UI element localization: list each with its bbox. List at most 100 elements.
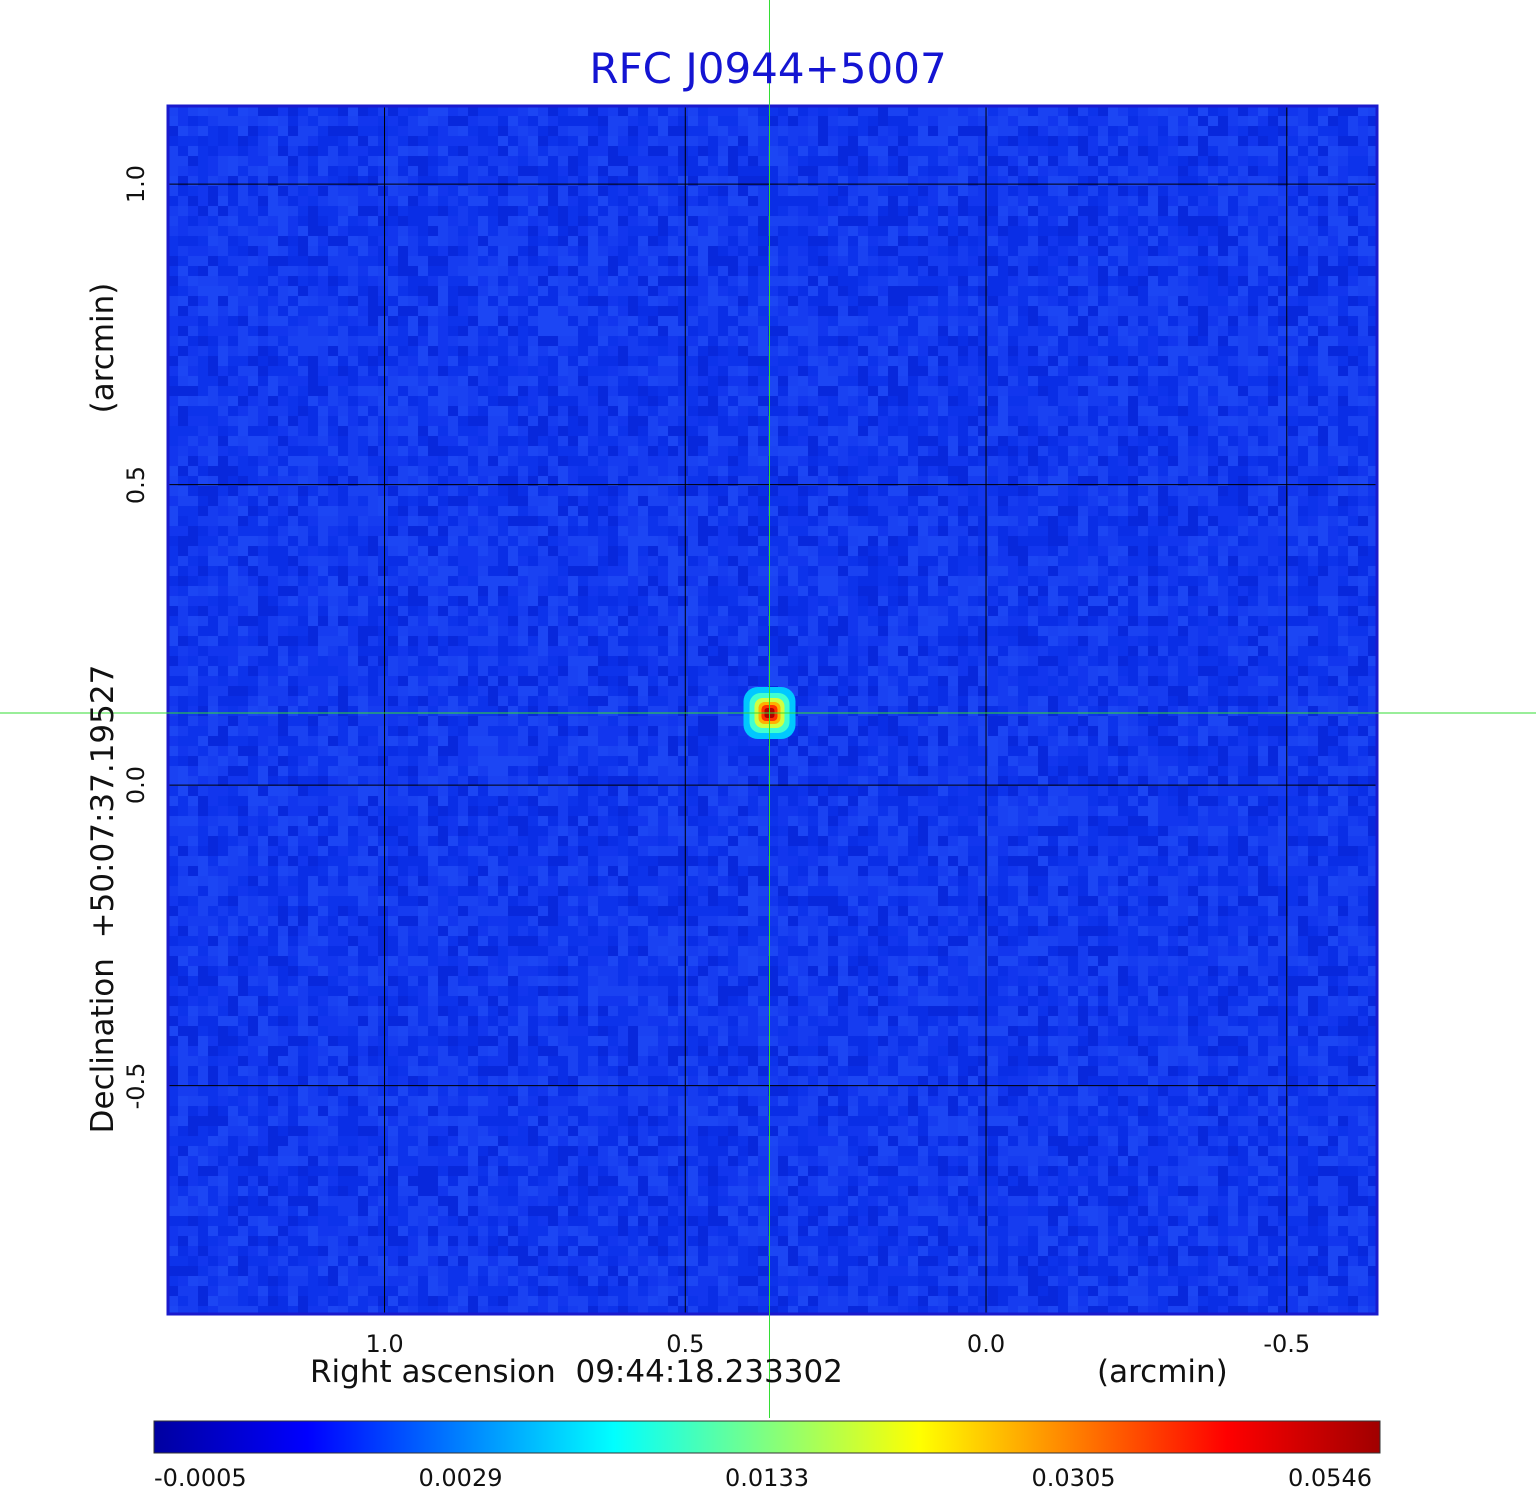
map-pixel: [1288, 266, 1298, 276]
map-pixel: [1348, 336, 1358, 346]
map-pixel: [638, 426, 648, 436]
map-pixel: [298, 166, 308, 176]
map-pixel: [1128, 396, 1138, 406]
map-pixel: [878, 136, 888, 146]
map-pixel: [358, 346, 368, 356]
map-pixel: [918, 376, 928, 386]
map-pixel: [738, 186, 748, 196]
map-pixel: [758, 306, 768, 316]
map-pixel: [488, 166, 498, 176]
map-pixel: [1118, 106, 1128, 116]
map-pixel: [718, 396, 728, 406]
map-pixel: [1308, 416, 1318, 426]
map-pixel: [308, 416, 318, 426]
map-pixel: [438, 436, 448, 446]
map-pixel: [768, 276, 778, 286]
map-pixel: [478, 396, 488, 406]
map-pixel: [948, 416, 958, 426]
map-pixel: [418, 156, 428, 166]
map-pixel: [768, 506, 778, 516]
map-pixel: [1128, 246, 1138, 256]
map-pixel: [428, 126, 438, 136]
map-pixel: [908, 336, 918, 346]
map-pixel: [188, 436, 198, 446]
map-pixel: [498, 196, 508, 206]
map-pixel: [988, 336, 998, 346]
map-pixel: [758, 486, 768, 496]
map-pixel: [668, 506, 678, 516]
map-pixel: [1258, 126, 1268, 136]
map-pixel: [1118, 366, 1128, 376]
map-pixel: [538, 266, 548, 276]
map-pixel: [1048, 286, 1058, 296]
map-pixel: [988, 466, 998, 476]
map-pixel: [1328, 106, 1338, 116]
map-pixel: [578, 426, 588, 436]
map-pixel: [348, 306, 358, 316]
map-pixel: [1228, 456, 1238, 466]
map-pixel: [358, 286, 368, 296]
map-pixel: [538, 156, 548, 166]
map-pixel: [1128, 326, 1138, 336]
map-pixel: [1058, 126, 1068, 136]
map-pixel: [928, 316, 938, 326]
map-pixel: [1358, 456, 1368, 466]
map-pixel: [378, 336, 388, 346]
map-pixel: [528, 396, 538, 406]
map-pixel: [968, 336, 978, 346]
map-pixel: [1208, 296, 1218, 306]
map-pixel: [628, 236, 638, 246]
map-pixel: [618, 486, 628, 496]
map-pixel: [378, 376, 388, 386]
map-pixel: [568, 416, 578, 426]
map-pixel: [778, 476, 788, 486]
map-pixel: [428, 196, 438, 206]
map-pixel: [718, 166, 728, 176]
map-pixel: [918, 476, 928, 486]
map-pixel: [838, 366, 848, 376]
map-pixel: [1268, 426, 1278, 436]
map-pixel: [478, 346, 488, 356]
map-pixel: [368, 446, 378, 456]
map-pixel: [658, 146, 668, 156]
map-pixel: [608, 196, 618, 206]
map-pixel: [768, 146, 778, 156]
map-pixel: [738, 246, 748, 256]
map-pixel: [318, 346, 328, 356]
map-pixel: [528, 146, 538, 156]
map-pixel: [1268, 246, 1278, 256]
map-pixel: [288, 126, 298, 136]
map-pixel: [1118, 136, 1128, 146]
map-pixel: [688, 376, 698, 386]
map-pixel: [708, 266, 718, 276]
map-pixel: [638, 106, 648, 116]
map-pixel: [918, 336, 928, 346]
map-pixel: [588, 196, 598, 206]
map-pixel: [848, 296, 858, 306]
map-pixel: [648, 226, 658, 236]
map-pixel: [1298, 166, 1308, 176]
map-pixel: [1248, 176, 1258, 186]
map-pixel: [288, 316, 298, 326]
map-pixel: [798, 296, 808, 306]
map-pixel: [1278, 436, 1288, 446]
map-pixel: [698, 346, 708, 356]
map-pixel: [878, 276, 888, 286]
map-pixel: [438, 196, 448, 206]
map-pixel: [898, 376, 908, 386]
map-pixel: [818, 426, 828, 436]
map-pixel: [1208, 236, 1218, 246]
map-pixel: [1168, 206, 1178, 216]
map-pixel: [1018, 456, 1028, 466]
map-pixel: [1168, 156, 1178, 166]
map-pixel: [258, 456, 268, 466]
map-pixel: [308, 386, 318, 396]
map-pixel: [418, 336, 428, 346]
map-pixel: [628, 146, 638, 156]
map-pixel: [938, 206, 948, 216]
map-pixel: [568, 316, 578, 326]
map-pixel: [818, 166, 828, 176]
map-pixel: [978, 426, 988, 436]
map-pixel: [1368, 266, 1377, 276]
map-pixel: [1258, 196, 1268, 206]
